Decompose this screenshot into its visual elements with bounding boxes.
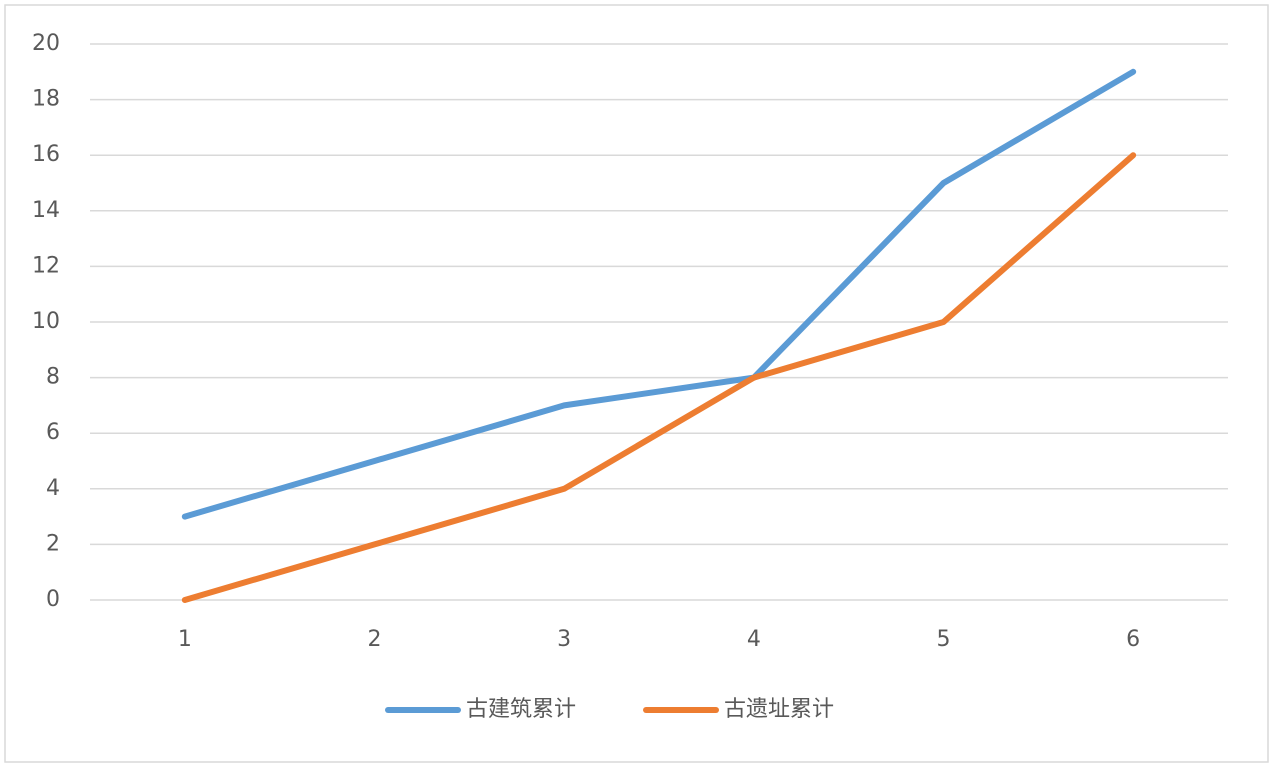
x-tick-label: 5	[937, 627, 951, 652]
y-tick-label: 18	[32, 87, 60, 112]
data-line	[181, 68, 1137, 520]
y-tick-label: 16	[32, 142, 60, 167]
y-tick-label: 6	[46, 420, 60, 445]
legend-label: 古遗址累计	[724, 697, 834, 722]
chart-border	[4, 4, 1269, 763]
data-line	[181, 152, 1137, 603]
y-tick-label: 4	[46, 476, 60, 501]
x-tick-label: 6	[1126, 627, 1140, 652]
x-tick-label: 4	[747, 627, 761, 652]
y-tick-label: 2	[46, 531, 60, 556]
y-tick-label: 20	[32, 31, 60, 56]
x-tick-label: 2	[368, 627, 382, 652]
x-tick-label: 1	[178, 627, 192, 652]
legend-label: 古建筑累计	[466, 697, 576, 722]
y-tick-label: 10	[32, 309, 60, 334]
y-tick-label: 0	[46, 587, 60, 612]
y-tick-label: 12	[32, 253, 60, 278]
x-tick-label: 3	[557, 627, 571, 652]
y-tick-label: 14	[32, 198, 60, 223]
y-tick-label: 8	[46, 365, 60, 390]
